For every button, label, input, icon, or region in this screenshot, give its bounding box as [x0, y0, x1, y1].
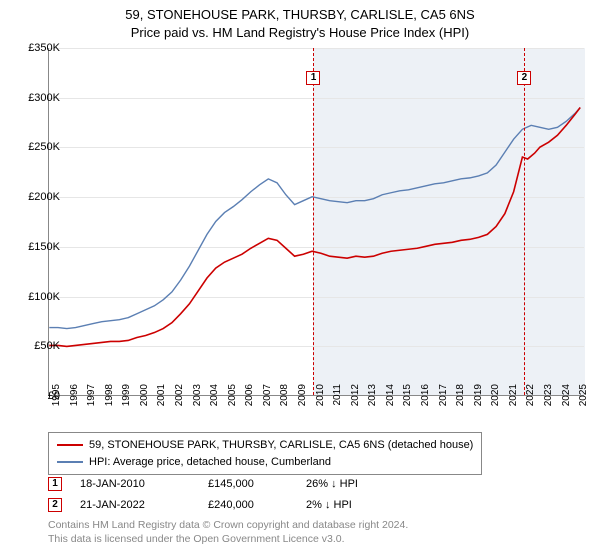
legend-swatch — [57, 444, 83, 446]
title-line-2: Price paid vs. HM Land Registry's House … — [0, 24, 600, 42]
x-tick-label: 2022 — [525, 384, 536, 412]
y-tick-label: £50K — [16, 340, 60, 352]
legend-row: 59, STONEHOUSE PARK, THURSBY, CARLISLE, … — [57, 437, 473, 454]
event-diff: 2% ↓ HPI — [306, 495, 406, 516]
event-row: 1 18-JAN-2010 £145,000 26% ↓ HPI — [48, 474, 406, 495]
y-tick-label: £100K — [16, 291, 60, 303]
x-tick-label: 2011 — [332, 384, 343, 412]
event-date: 18-JAN-2010 — [80, 474, 190, 495]
x-tick-label: 1999 — [121, 384, 132, 412]
x-tick-label: 2004 — [209, 384, 220, 412]
y-tick-label: £200K — [16, 191, 60, 203]
x-tick-label: 1996 — [69, 384, 80, 412]
legend-swatch — [57, 461, 83, 463]
x-tick-label: 2007 — [262, 384, 273, 412]
event-vline — [313, 48, 314, 395]
y-tick-label: £150K — [16, 241, 60, 253]
x-tick-label: 1995 — [51, 384, 62, 412]
x-tick-label: 2016 — [420, 384, 431, 412]
legend: 59, STONEHOUSE PARK, THURSBY, CARLISLE, … — [48, 432, 482, 475]
event-table: 1 18-JAN-2010 £145,000 26% ↓ HPI 2 21-JA… — [48, 474, 406, 516]
event-date: 21-JAN-2022 — [80, 495, 190, 516]
y-tick-label: £250K — [16, 141, 60, 153]
x-tick-label: 2017 — [438, 384, 449, 412]
x-tick-label: 2013 — [367, 384, 378, 412]
legend-row: HPI: Average price, detached house, Cumb… — [57, 454, 473, 471]
event-price: £240,000 — [208, 495, 288, 516]
legend-label: HPI: Average price, detached house, Cumb… — [89, 454, 331, 471]
event-diff: 26% ↓ HPI — [306, 474, 406, 495]
x-tick-label: 2021 — [508, 384, 519, 412]
event-price: £145,000 — [208, 474, 288, 495]
x-tick-label: 2019 — [473, 384, 484, 412]
x-tick-label: 2025 — [578, 384, 589, 412]
x-tick-label: 2002 — [174, 384, 185, 412]
footer-line-2: This data is licensed under the Open Gov… — [48, 532, 408, 546]
y-tick-label: £300K — [16, 92, 60, 104]
x-tick-label: 2009 — [297, 384, 308, 412]
title-line-1: 59, STONEHOUSE PARK, THURSBY, CARLISLE, … — [0, 6, 600, 24]
event-marker-icon: 2 — [48, 498, 62, 512]
event-row: 2 21-JAN-2022 £240,000 2% ↓ HPI — [48, 495, 406, 516]
series-line-hpi — [49, 107, 580, 328]
x-tick-label: 2012 — [350, 384, 361, 412]
y-tick-label: £350K — [16, 42, 60, 54]
x-tick-label: 2010 — [315, 384, 326, 412]
x-tick-label: 2008 — [279, 384, 290, 412]
footer-line-1: Contains HM Land Registry data © Crown c… — [48, 518, 408, 532]
x-tick-label: 2006 — [244, 384, 255, 412]
x-tick-label: 2001 — [156, 384, 167, 412]
x-tick-label: 1997 — [86, 384, 97, 412]
chart-title: 59, STONEHOUSE PARK, THURSBY, CARLISLE, … — [0, 0, 600, 42]
x-tick-label: 2023 — [543, 384, 554, 412]
x-tick-label: 2005 — [227, 384, 238, 412]
attribution: Contains HM Land Registry data © Crown c… — [48, 518, 408, 546]
x-tick-label: 2015 — [402, 384, 413, 412]
x-tick-label: 2024 — [561, 384, 572, 412]
event-marker: 2 — [517, 71, 531, 85]
x-tick-label: 1998 — [104, 384, 115, 412]
x-tick-label: 2020 — [490, 384, 501, 412]
legend-label: 59, STONEHOUSE PARK, THURSBY, CARLISLE, … — [89, 437, 473, 454]
series-line-property — [49, 107, 580, 346]
x-tick-label: 2000 — [139, 384, 150, 412]
event-vline — [524, 48, 525, 395]
x-tick-label: 2018 — [455, 384, 466, 412]
chart-container: 59, STONEHOUSE PARK, THURSBY, CARLISLE, … — [0, 0, 600, 560]
event-marker-icon: 1 — [48, 477, 62, 491]
chart-svg — [49, 48, 584, 395]
event-marker: 1 — [306, 71, 320, 85]
x-tick-label: 2014 — [385, 384, 396, 412]
plot-area: 12 — [48, 48, 584, 396]
x-tick-label: 2003 — [192, 384, 203, 412]
